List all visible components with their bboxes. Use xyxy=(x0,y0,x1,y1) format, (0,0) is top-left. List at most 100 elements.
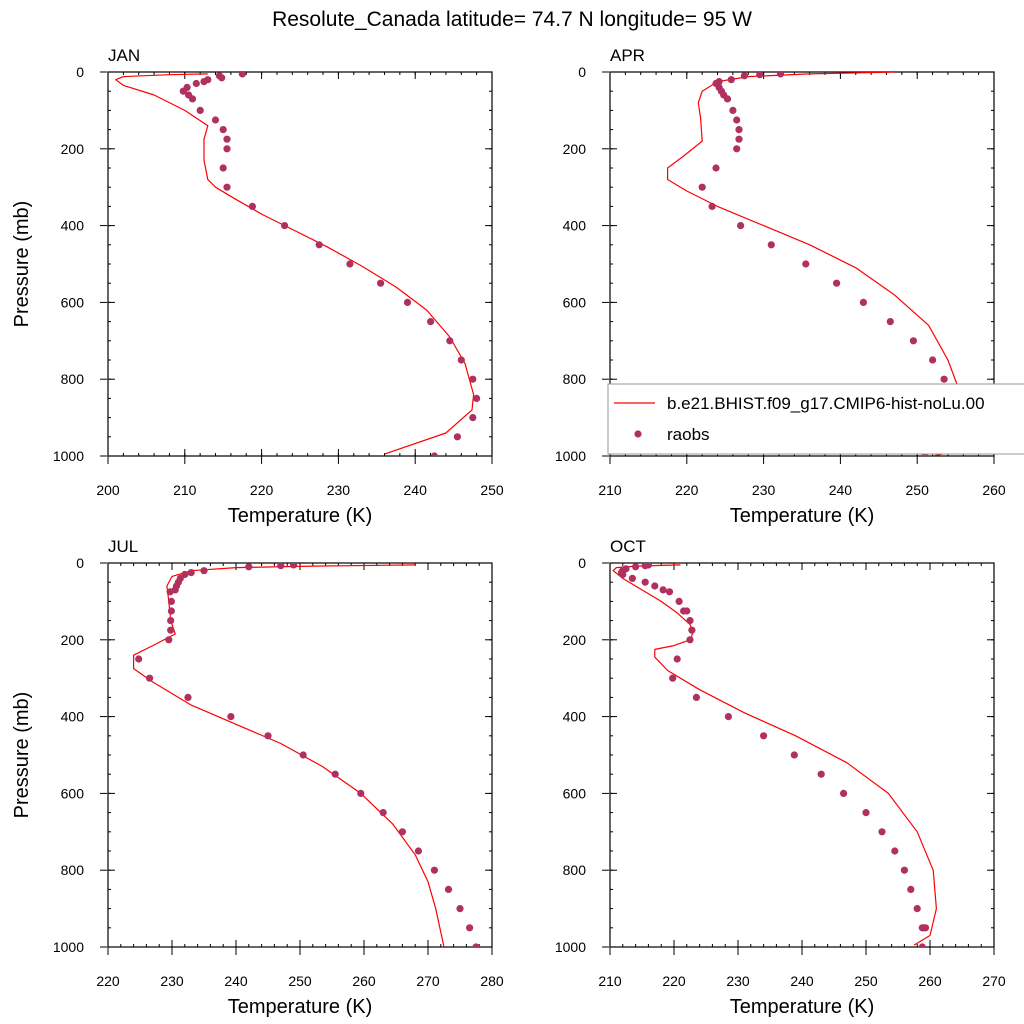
x-tick-label: 250 xyxy=(906,482,930,498)
x-axis-label: Temperature (K) xyxy=(730,505,875,527)
raobs-point xyxy=(683,607,691,615)
x-axis-label: Temperature (K) xyxy=(228,996,373,1018)
raobs-point xyxy=(619,570,627,579)
x-tick-label: 270 xyxy=(982,973,1006,989)
panels-container: 200 210 220 230 240 250 0 200 400 600 800 1000 JAN Te… xyxy=(11,46,1006,1018)
raobs-point xyxy=(299,751,307,759)
raobs-point xyxy=(346,260,354,268)
raobs-point xyxy=(227,713,235,721)
raobs-point xyxy=(733,116,741,124)
x-tick-label: 220 xyxy=(675,482,699,498)
legend: b.e21.BHIST.f09_g17.CMIP6-hist-noLu.00 r… xyxy=(607,383,1024,455)
raobs-point xyxy=(473,394,481,402)
raobs-point xyxy=(909,337,918,345)
raobs-point xyxy=(146,674,154,682)
x-tick-label: 240 xyxy=(829,482,853,498)
x-tick-label: 260 xyxy=(982,482,1006,498)
x-tick-label: 220 xyxy=(250,482,274,498)
y-tick-label: 400 xyxy=(563,218,587,234)
raobs-point xyxy=(444,885,453,894)
raobs-point xyxy=(379,809,387,817)
raobs-point xyxy=(165,636,173,644)
raobs-point xyxy=(192,79,200,88)
y-tick-label: 1000 xyxy=(53,448,84,464)
x-tick-label: 250 xyxy=(288,973,312,989)
raobs-point xyxy=(469,414,477,422)
raobs-point xyxy=(453,433,461,441)
raobs-point xyxy=(686,636,694,644)
raobs-point xyxy=(840,789,848,798)
legend-obs-label: raobs xyxy=(667,425,710,444)
raobs-point xyxy=(692,693,701,702)
y-tick-label: 800 xyxy=(563,371,587,387)
raobs-point xyxy=(900,866,909,874)
raobs-point xyxy=(688,626,696,634)
panel-data xyxy=(115,72,481,456)
panel-data xyxy=(612,563,938,947)
x-axis-label: Temperature (K) xyxy=(730,996,875,1018)
raobs-point xyxy=(859,298,868,306)
x-tick-label: 230 xyxy=(726,973,750,989)
raobs-point xyxy=(651,582,659,590)
panel-title: JAN xyxy=(108,46,140,65)
y-tick-label: 400 xyxy=(563,709,587,725)
x-tick-label: 250 xyxy=(480,482,504,498)
raobs-point xyxy=(200,78,208,86)
y-tick-label: 0 xyxy=(578,64,586,80)
x-tick-label: 230 xyxy=(327,482,351,498)
raobs-point xyxy=(219,164,227,172)
raobs-point xyxy=(187,569,195,577)
raobs-point xyxy=(179,87,187,95)
panel-frame xyxy=(609,562,995,948)
raobs-point xyxy=(712,164,720,172)
raobs-point xyxy=(264,732,272,740)
y-tick-label: 800 xyxy=(61,371,85,387)
raobs-point xyxy=(669,674,677,682)
raobs-point xyxy=(469,375,477,383)
panel-jan: 200 210 220 230 240 250 0 200 400 600 800 1000 JAN Te… xyxy=(11,46,504,527)
raobs-point xyxy=(862,809,870,817)
raobs-point xyxy=(929,356,937,364)
raobs-point xyxy=(641,578,649,586)
panel-jul: 220 230 240 250 260 270 280 0 200 400 600 800 1000 JU… xyxy=(11,537,504,1018)
raobs-point xyxy=(727,76,735,84)
raobs-point xyxy=(756,72,764,79)
raobs-point xyxy=(188,95,197,103)
x-tick-label: 280 xyxy=(480,973,504,989)
raobs-point xyxy=(456,905,464,913)
raobs-point xyxy=(733,145,741,153)
y-tick-label: 600 xyxy=(61,785,85,801)
raobs-point xyxy=(723,95,732,103)
y-tick-label: 600 xyxy=(563,785,587,801)
raobs-point xyxy=(628,574,637,583)
raobs-point xyxy=(729,106,737,114)
raobs-point xyxy=(219,126,227,134)
raobs-point xyxy=(940,375,948,383)
x-tick-label: 220 xyxy=(96,973,120,989)
panel-data xyxy=(133,563,480,947)
legend-model-label: b.e21.BHIST.f09_g17.CMIP6-hist-noLu.00 xyxy=(667,394,985,413)
panel-title: JUL xyxy=(108,537,138,556)
raobs-point xyxy=(878,828,886,836)
legend-box xyxy=(607,383,1024,455)
y-tick-label: 1000 xyxy=(53,939,84,955)
y-tick-label: 400 xyxy=(61,709,85,725)
y-tick-label: 600 xyxy=(61,294,85,310)
raobs-point xyxy=(167,626,175,634)
y-tick-label: 200 xyxy=(61,632,85,648)
x-tick-label: 230 xyxy=(752,482,776,498)
x-tick-label: 260 xyxy=(918,973,942,989)
raobs-point xyxy=(238,72,246,78)
raobs-point xyxy=(357,789,365,798)
raobs-point xyxy=(223,145,231,153)
raobs-point xyxy=(675,597,683,606)
raobs-point xyxy=(686,617,694,625)
raobs-point xyxy=(135,655,143,663)
raobs-point xyxy=(281,222,289,230)
x-tick-label: 270 xyxy=(416,973,440,989)
raobs-point xyxy=(673,655,681,663)
raobs-point xyxy=(740,72,749,80)
y-axis-label: Pressure (mb) xyxy=(11,692,33,819)
raobs-point xyxy=(698,183,706,191)
